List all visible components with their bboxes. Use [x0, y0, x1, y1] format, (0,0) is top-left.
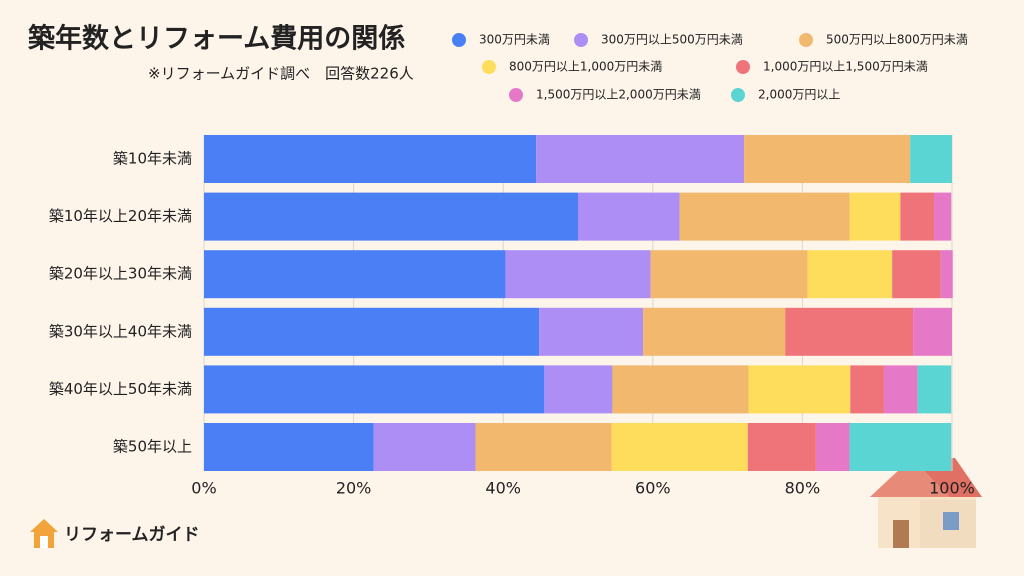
y-tick-label: 築30年以上40年未満 [49, 322, 192, 340]
legend-label: 2,000万円以上 [758, 88, 840, 102]
y-tick-label: 築40年以上50年未満 [49, 380, 192, 398]
bar-segment [679, 192, 850, 241]
legend-label: 1,000万円以上1,500万円未満 [763, 60, 928, 74]
legend-marker [452, 33, 466, 47]
bar-segment [505, 250, 651, 299]
x-tick-label: 0% [191, 479, 216, 498]
bar-segment [539, 307, 644, 356]
bar-segment [612, 365, 749, 414]
logo: リフォームガイド [30, 519, 200, 548]
x-tick-label: 40% [485, 479, 521, 498]
legend-label: 800万円以上1,000万円未満 [509, 60, 662, 74]
x-tick-label: 20% [336, 479, 372, 498]
bar-segment [204, 192, 578, 241]
bar-segment [849, 423, 952, 471]
legend-marker [736, 60, 750, 74]
bar-segment [940, 250, 953, 299]
chart-title: 築年数とリフォーム費用の関係 [27, 23, 405, 55]
bar-segment [536, 135, 745, 183]
bar-segment [204, 135, 537, 183]
bar-segment [204, 423, 374, 471]
legend-label: 300万円以上500万円未満 [601, 33, 743, 47]
bar-segment [917, 365, 952, 414]
bar-segment [850, 365, 884, 414]
bar-segment [578, 192, 680, 241]
bar-segment [650, 250, 808, 299]
bar-segment [747, 423, 816, 471]
legend-label: 500万円以上800万円未満 [826, 33, 968, 47]
bar-segment [883, 365, 918, 414]
bar-segment [807, 250, 893, 299]
bar-segment [892, 250, 941, 299]
bar-segment [934, 192, 952, 241]
legend-marker [574, 33, 588, 47]
bar-segment [815, 423, 850, 471]
bar-segment [373, 423, 476, 471]
y-tick-label: 築10年未満 [113, 150, 192, 168]
legend-marker [509, 88, 523, 102]
bar-segment [204, 365, 545, 414]
legend-marker [482, 60, 496, 74]
bar-segment [643, 307, 786, 356]
legend-marker [799, 33, 813, 47]
legend-label: 1,500万円以上2,000万円未満 [536, 88, 701, 102]
bar-segment [611, 423, 748, 471]
y-tick-label: 築10年以上20年未満 [49, 207, 192, 225]
logo-text: リフォームガイド [64, 525, 200, 545]
bar-segment [204, 250, 506, 299]
x-tick-label: 80% [785, 479, 821, 498]
y-tick-label: 築20年以上30年未満 [49, 265, 192, 283]
legend-label: 300万円未満 [479, 33, 550, 47]
x-tick-label: 60% [635, 479, 671, 498]
chart-subtitle: ※リフォームガイド調べ 回答数226人 [148, 65, 414, 83]
bar-segment [849, 192, 901, 241]
bar-segment [913, 307, 952, 356]
bar-segment [900, 192, 935, 241]
bar-segment [544, 365, 613, 414]
legend-marker [731, 88, 745, 102]
bar-segment [744, 135, 911, 183]
x-tick-label: 100% [929, 479, 975, 498]
y-tick-label: 築50年以上 [113, 438, 192, 456]
bar-segment [910, 135, 952, 183]
bar-segment [785, 307, 914, 356]
bar-segment [748, 365, 851, 414]
bar-segment [475, 423, 612, 471]
house-illustration [870, 458, 982, 548]
bar-segment [204, 307, 540, 356]
